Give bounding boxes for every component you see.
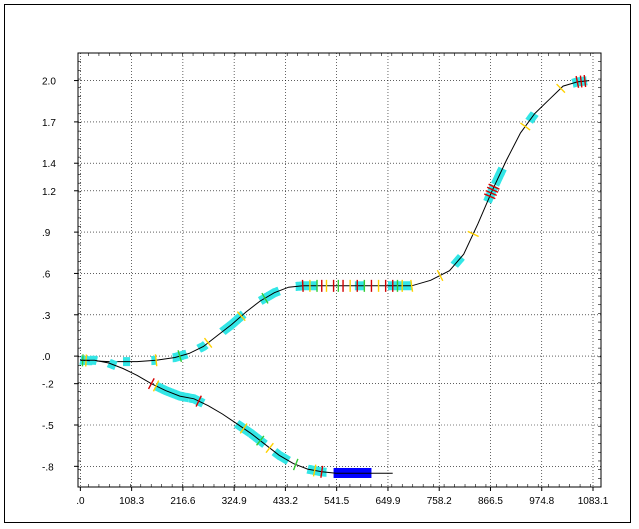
element-marker <box>147 378 155 390</box>
x-tick-label: 1083.1 <box>578 496 609 507</box>
x-axis: .0 108.3 216.6 324.9 433.2 541.5 649.9 758.2 866… <box>76 53 609 507</box>
x-tick-label: 974.8 <box>529 496 554 507</box>
element-marker <box>467 230 479 238</box>
element-marker <box>410 279 414 292</box>
x-tick-label: 433.2 <box>273 496 298 507</box>
element-marker <box>312 464 317 477</box>
y-tick-label: 1.7 <box>42 118 56 129</box>
element-marker <box>483 193 496 200</box>
element-marker <box>236 311 246 322</box>
element-marker <box>579 75 583 88</box>
element-marker <box>575 75 580 88</box>
element-marker <box>520 122 531 131</box>
element-marker <box>583 75 587 88</box>
x-tick-label: 324.9 <box>222 496 247 507</box>
y-tick-label: 1.2 <box>42 187 56 198</box>
y-tick-label: .3 <box>42 311 51 322</box>
x-tick-label: 649.9 <box>375 496 400 507</box>
element-marker <box>261 292 269 304</box>
element-marker <box>255 435 265 446</box>
element-marker <box>195 395 202 407</box>
plot-frame: .0 108.3 216.6 324.9 433.2 541.5 649.9 758.2 866… <box>4 4 631 523</box>
element-marker <box>239 423 248 434</box>
series-layer <box>79 75 590 478</box>
element-marker <box>436 269 444 282</box>
y-tick-label: -.5 <box>42 421 54 432</box>
element-marker <box>320 465 324 478</box>
beamline-plot: .0 108.3 216.6 324.9 433.2 541.5 649.9 758.2 866… <box>42 52 609 507</box>
element-marker <box>486 186 499 193</box>
x-tick-label: 541.5 <box>324 496 349 507</box>
x-tick-label: .0 <box>76 496 85 507</box>
plot-area <box>77 52 602 488</box>
element-marker <box>177 350 183 363</box>
y-tick-label: -.2 <box>42 380 54 391</box>
y-tick-label: .9 <box>42 228 51 239</box>
y-tick-label: .0 <box>42 352 51 363</box>
element-marker <box>152 380 160 392</box>
y-axis: 2.0 1.7 1.4 1.2 .9 .6 .3 .0 -.2 -.5 -.8 <box>42 52 601 488</box>
element-marker <box>265 442 274 454</box>
element-marker <box>485 189 497 196</box>
y-tick-label: -.8 <box>42 462 54 473</box>
y-tick-label: .6 <box>42 269 51 280</box>
element-marker <box>203 337 213 348</box>
y-tick-label: 2.0 <box>42 77 56 88</box>
x-tick-label: 758.2 <box>427 496 452 507</box>
element-marker <box>154 354 158 367</box>
x-tick-label: 108.3 <box>119 496 144 507</box>
x-tick-label: 866.5 <box>478 496 503 507</box>
trajectory-line-1 <box>80 359 393 474</box>
x-tick-label: 216.6 <box>170 496 195 507</box>
element-marker <box>556 83 566 94</box>
y-tick-label: 1.4 <box>42 159 56 170</box>
element-marker <box>488 183 500 190</box>
element-marker <box>301 279 304 292</box>
element-marker <box>292 458 299 471</box>
grid <box>78 53 601 487</box>
